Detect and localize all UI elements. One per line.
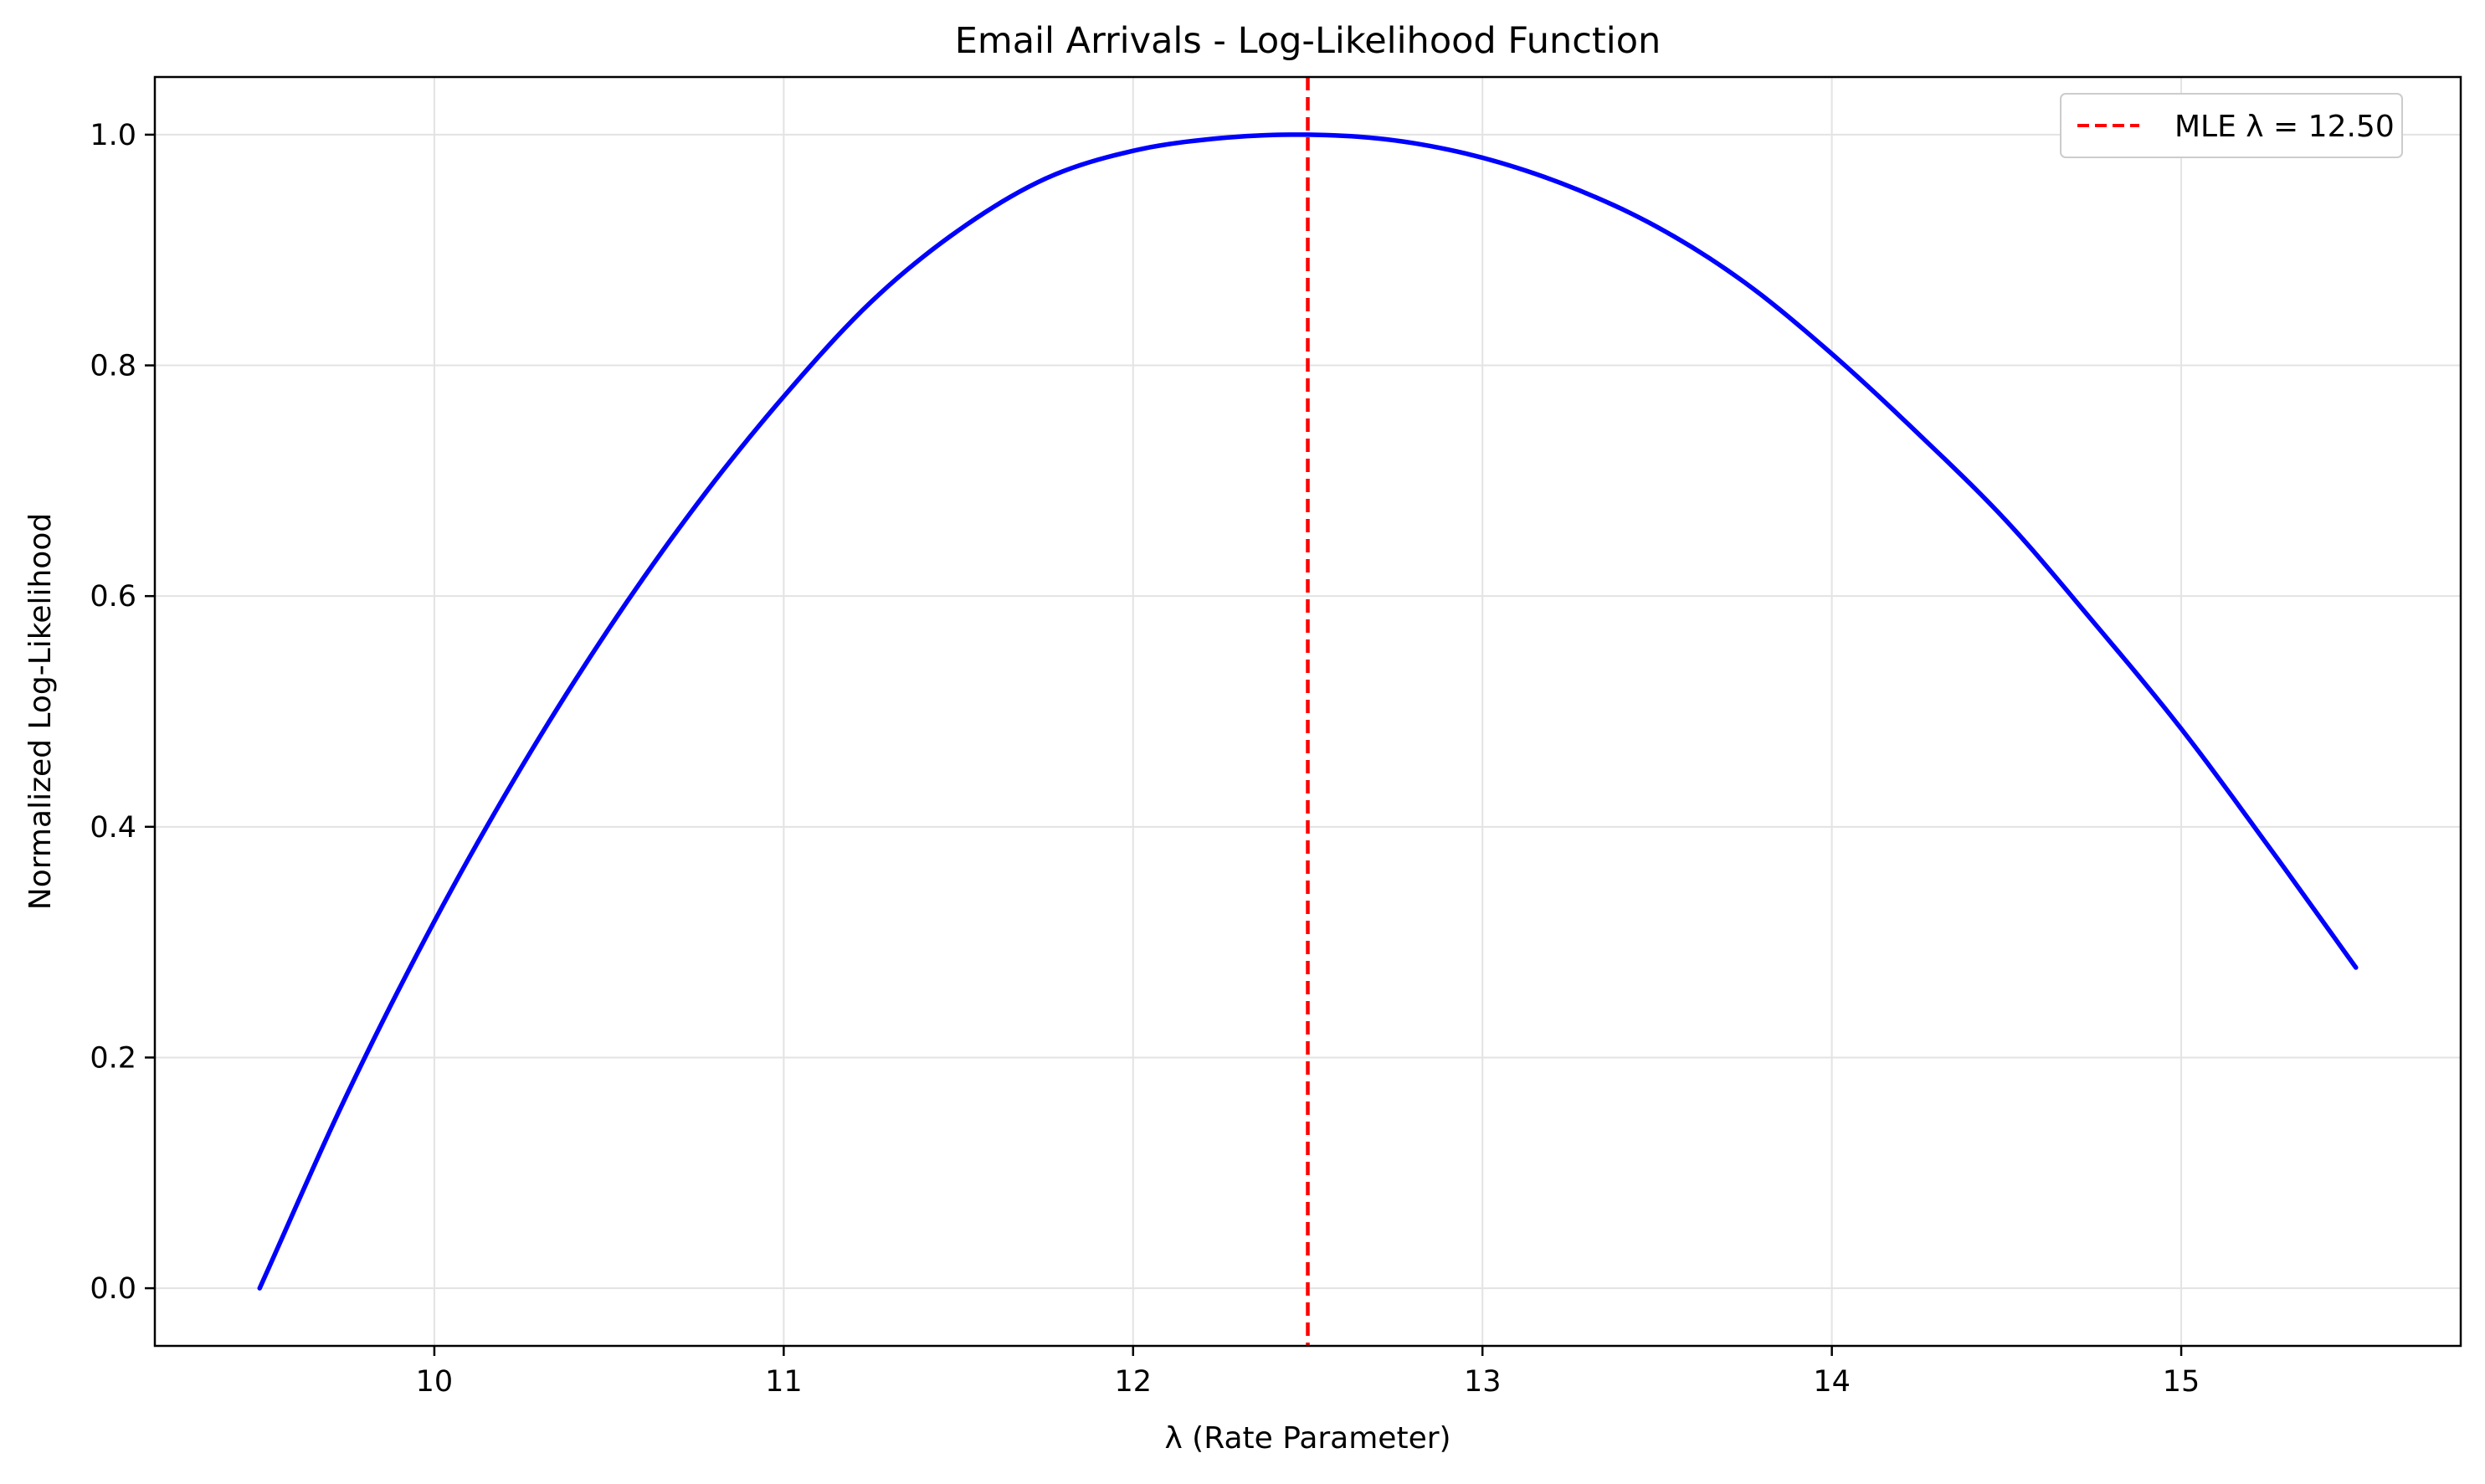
x-tick-label: 14	[1813, 1365, 1851, 1399]
chart-title: Email Arrivals - Log-Likelihood Function	[955, 20, 1661, 62]
y-tick-label: 0.8	[90, 350, 136, 383]
y-axis-label: Normalized Log-Likelihood	[23, 513, 58, 910]
y-tick-label: 1.0	[90, 119, 136, 152]
x-tick-label: 10	[416, 1365, 454, 1399]
axis-ticks: 10 11 12 13 14 15 0.0 0.2 0.4 0.6 0.8 1.0	[90, 119, 2200, 1399]
legend: MLE λ = 12.50	[2060, 93, 2403, 158]
x-tick-label: 11	[765, 1365, 803, 1399]
y-tick-label: 0.0	[90, 1272, 136, 1306]
y-tick-label: 0.6	[90, 580, 136, 614]
y-tick-label: 0.4	[90, 811, 136, 845]
y-tick-label: 0.2	[90, 1041, 136, 1075]
x-tick-label: 15	[2163, 1365, 2200, 1399]
likelihood-curve	[257, 132, 2359, 1291]
plot-area-frame	[153, 75, 2462, 1348]
x-axis-label: λ (Rate Parameter)	[1164, 1421, 1450, 1456]
legend-box	[2060, 93, 2403, 158]
series-layer	[257, 77, 2359, 1346]
x-tick-label: 12	[1115, 1365, 1153, 1399]
legend-label-mle: MLE λ = 12.50	[2174, 110, 2395, 144]
x-tick-label: 13	[1464, 1365, 1502, 1399]
